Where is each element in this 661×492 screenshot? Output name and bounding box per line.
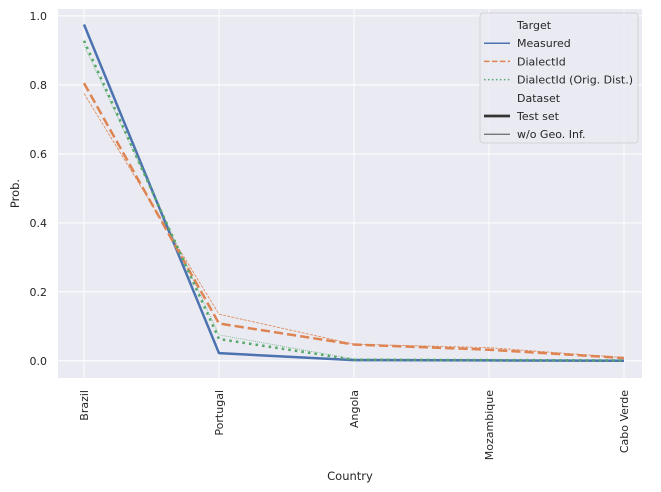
y-axis-label: Prob.	[8, 179, 22, 208]
x-tick-label: Cabo Verde	[618, 390, 631, 453]
y-tick-label: 0.4	[30, 217, 48, 230]
series-line-1	[82, 82, 625, 360]
legend-dataset-entries: Test set w/o Geo. Inf.	[484, 110, 586, 141]
grid	[58, 9, 642, 378]
y-tick-label: 0.6	[30, 148, 48, 161]
y-tick-label: 1.0	[30, 10, 48, 23]
y-tick-label: 0.8	[30, 79, 48, 92]
series-lines	[82, 24, 625, 363]
legend: Target Measured DialectId DialectId (Orig.…	[479, 12, 639, 144]
series-line-2	[82, 40, 625, 362]
x-axis-label: Country	[327, 469, 373, 483]
y-axis-ticks: 0.0 0.2 0.4 0.6 0.8 1.0	[30, 10, 48, 368]
x-tick-label: Brazil	[78, 390, 91, 421]
legend-label: DialectId (Orig. Dist.)	[517, 74, 633, 87]
x-tick-label: Mozambique	[483, 390, 496, 460]
x-tick-label: Angola	[348, 390, 361, 428]
legend-title-target: Target	[516, 19, 552, 32]
legend-label: Test set	[516, 110, 560, 123]
legend-target-entries: Measured DialectId DialectId (Orig. Dist.)	[484, 37, 633, 87]
y-tick-label: 0.2	[30, 286, 48, 299]
legend-box	[479, 12, 639, 144]
y-tick-label: 0.0	[30, 355, 48, 368]
x-axis-ticks: Brazil Portugal Angola Mozambique Cabo Verde	[78, 390, 631, 460]
legend-label: DialectId	[517, 55, 566, 68]
legend-title-dataset: Dataset	[517, 92, 561, 105]
legend-label: Measured	[517, 37, 571, 50]
x-tick-label: Portugal	[213, 390, 226, 436]
legend-label: w/o Geo. Inf.	[517, 128, 586, 141]
